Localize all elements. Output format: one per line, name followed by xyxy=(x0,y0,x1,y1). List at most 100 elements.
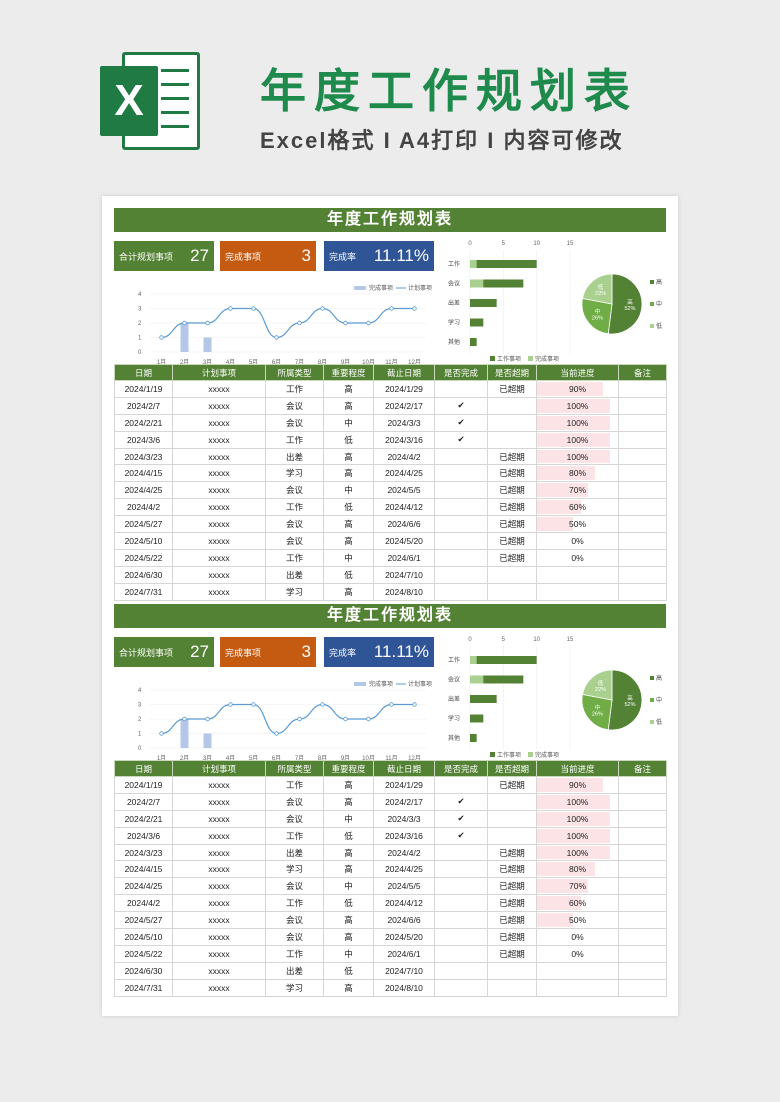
sheet-title: 年度工作规划表 xyxy=(114,208,666,232)
x-tick-label: 2月 xyxy=(180,359,189,366)
progress-value: 80% xyxy=(568,864,586,875)
cell-deadline: 2024/6/6 xyxy=(373,911,435,930)
category-label: 其他 xyxy=(448,338,460,346)
x-tick-label: 10月 xyxy=(362,755,375,762)
cell-deadline: 2024/3/3 xyxy=(373,413,435,432)
stat-done-card: 完成事项 3 xyxy=(220,241,316,271)
cell-deadline: 2024/5/20 xyxy=(373,928,435,946)
cell-importance: 低 xyxy=(323,961,374,980)
cell-importance: 高 xyxy=(323,911,374,930)
cell-done xyxy=(434,911,488,930)
cell-done xyxy=(434,464,488,483)
legend-swatch-work xyxy=(490,356,495,361)
x-tick-label: 9月 xyxy=(341,359,350,366)
cell-done xyxy=(434,928,488,946)
cell-progress: 0% xyxy=(536,928,619,946)
cell-done xyxy=(434,961,488,980)
done-bar xyxy=(470,675,484,684)
cell-date: 2024/1/19 xyxy=(114,380,173,398)
cell-deadline: 2024/6/6 xyxy=(373,515,435,534)
cell-deadline: 2024/2/17 xyxy=(373,396,435,415)
importance-pie-chart: 高52%中26%低22%高中低 xyxy=(581,669,662,731)
monthly-chart: 完成事项 计划事项 0 1 2 3 4 1月 2月 3月 4月 5月 6月 7月 8月 9月 10月 11月 12月 xyxy=(138,284,432,366)
plan-point xyxy=(251,702,256,707)
stat-rate-card: 完成率 11.11% xyxy=(324,637,434,667)
cell-progress: 0% xyxy=(536,532,619,550)
cell-importance: 高 xyxy=(323,396,374,415)
cell-date: 2024/4/25 xyxy=(114,481,173,500)
legend-label: 低 xyxy=(656,322,662,330)
cell-type: 会议 xyxy=(265,809,324,828)
cell-type: 会议 xyxy=(265,792,324,811)
x-tick-label: 4月 xyxy=(226,755,235,762)
progress-bar-fill xyxy=(537,382,603,396)
cell-deadline: 2024/4/2 xyxy=(373,447,435,466)
progress-value: 0% xyxy=(571,535,584,546)
table-row: 2024/5/10 xxxxx 会议高 2024/5/20 已超期 0% xyxy=(114,532,667,550)
cell-deadline: 2024/4/25 xyxy=(373,860,435,879)
pie-slice xyxy=(581,297,613,335)
cell-deadline: 2024/6/1 xyxy=(373,944,435,963)
cell-done xyxy=(434,582,488,601)
cell-item: xxxxx xyxy=(172,792,266,811)
cell-overdue: 已超期 xyxy=(487,843,537,862)
table-row: 2024/2/21 xxxxx 会议中 2024/3/3 ✔ 100% xyxy=(114,809,667,828)
plan-point xyxy=(159,731,164,736)
cell-note xyxy=(618,860,667,879)
cell-note xyxy=(618,565,667,584)
table-header-row: 日期 计划事项 所属类型 重要程度 截止日期 是否完成 是否超期 当前进度 备注 xyxy=(114,760,667,777)
cell-type: 出差 xyxy=(265,961,324,980)
column-header: 是否超期 xyxy=(487,364,537,381)
x-tick-label: 10 xyxy=(533,637,540,643)
cell-item: xxxxx xyxy=(172,565,266,584)
cell-note xyxy=(618,792,667,811)
cell-type: 工作 xyxy=(265,548,324,567)
plan-point xyxy=(274,731,279,736)
column-header: 重要程度 xyxy=(323,364,374,381)
cell-note xyxy=(618,809,667,828)
cell-type: 工作 xyxy=(265,430,324,449)
progress-value: 100% xyxy=(566,434,589,445)
cell-importance: 中 xyxy=(323,809,374,828)
cell-deadline: 2024/5/5 xyxy=(373,877,435,896)
cell-type: 会议 xyxy=(265,877,324,896)
stat-done-label: 完成事项 xyxy=(225,647,262,658)
x-tick-label: 7月 xyxy=(295,755,304,762)
cell-type: 学习 xyxy=(265,464,324,483)
cell-deadline: 2024/5/5 xyxy=(373,481,435,500)
progress-bar-fill xyxy=(537,449,610,464)
work-bar xyxy=(470,695,497,703)
pie-slice-label: 高 xyxy=(627,694,633,702)
banner-subtitle: Excel格式 I A4打印 I 内容可修改 xyxy=(260,128,624,153)
cell-progress xyxy=(536,961,619,980)
plan-point xyxy=(366,320,371,326)
work-bar xyxy=(470,318,484,327)
table-row: 2024/3/23 xxxxx 出差高 2024/4/2 已超期 100% xyxy=(114,843,667,862)
cell-deadline: 2024/4/12 xyxy=(373,894,435,913)
progress-value: 100% xyxy=(566,400,589,411)
cell-importance: 高 xyxy=(323,792,374,811)
progress-bar-fill xyxy=(537,845,610,860)
pie-slice xyxy=(607,669,643,731)
cell-date: 2024/2/7 xyxy=(114,396,173,415)
plan-line xyxy=(161,703,415,735)
done-bar xyxy=(180,323,189,352)
cell-progress xyxy=(536,565,619,584)
plan-table: 日期 计划事项 所属类型 重要程度 截止日期 是否完成 是否超期 当前进度 备注 2024/1/… xyxy=(114,760,667,997)
cell-overdue: 已超期 xyxy=(487,481,537,500)
progress-value: 100% xyxy=(566,417,589,428)
cell-note xyxy=(618,413,667,432)
cell-date: 2024/5/10 xyxy=(114,928,173,946)
work-bar xyxy=(470,260,537,268)
cell-importance: 高 xyxy=(323,843,374,862)
cell-note xyxy=(618,396,667,415)
cell-item: xxxxx xyxy=(172,447,266,466)
progress-value: 0% xyxy=(571,931,584,942)
work-bar xyxy=(470,279,524,288)
cell-overdue: 已超期 xyxy=(487,928,537,946)
cell-importance: 高 xyxy=(323,860,374,879)
cell-date: 2024/3/23 xyxy=(114,447,173,466)
cell-note xyxy=(618,498,667,517)
cell-overdue: 已超期 xyxy=(487,911,537,930)
progress-value: 100% xyxy=(566,830,589,841)
